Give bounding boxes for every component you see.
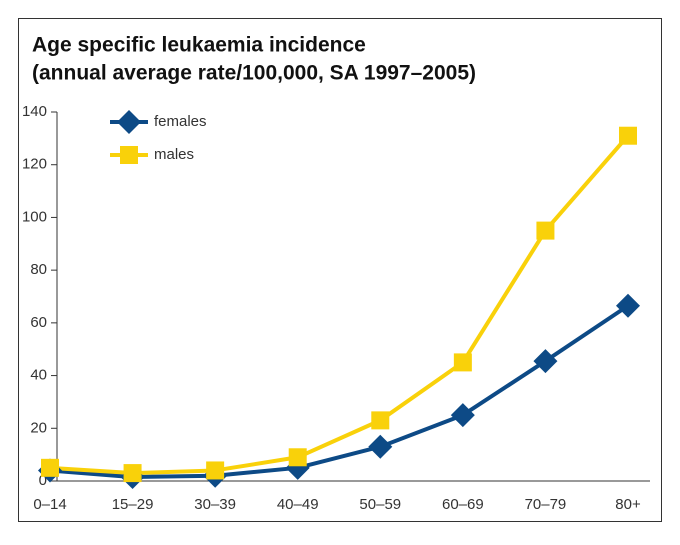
legend-label: females — [154, 113, 207, 130]
y-tick-label: 100 — [22, 208, 47, 225]
x-tick-label: 50–59 — [359, 496, 401, 513]
x-tick-label: 70–79 — [525, 496, 567, 513]
frame — [18, 18, 662, 522]
series-line — [49, 304, 630, 480]
chart-title: (annual average rate/100,000, SA 1997–20… — [32, 62, 476, 85]
y-tick-label: 20 — [30, 419, 47, 436]
y-tick-label: 80 — [30, 261, 47, 278]
data-point — [206, 461, 225, 480]
data-point — [450, 403, 475, 428]
legend-marker — [120, 146, 138, 164]
y-tick-label: 120 — [22, 156, 47, 173]
data-point — [368, 434, 393, 459]
series-line — [49, 134, 630, 476]
y-tick-label: 40 — [30, 367, 47, 384]
data-point — [123, 464, 142, 483]
data-point — [371, 411, 390, 430]
data-point — [619, 126, 637, 145]
x-tick-label: 0–14 — [33, 496, 66, 513]
x-tick-label: 80+ — [615, 496, 641, 513]
chart-title: Age specific leukaemia incidence — [32, 34, 366, 57]
legend-label: males — [154, 146, 194, 163]
x-tick-label: 15–29 — [112, 496, 154, 513]
data-point — [536, 221, 555, 240]
x-tick-label: 40–49 — [277, 496, 319, 513]
y-tick-label: 60 — [30, 314, 47, 331]
y-tick-label: 0 — [39, 472, 47, 489]
legend-marker — [117, 110, 141, 134]
data-point — [616, 293, 640, 318]
data-point — [41, 458, 59, 477]
data-point — [288, 448, 307, 467]
data-point — [453, 353, 472, 372]
x-tick-label: 60–69 — [442, 496, 484, 513]
x-tick-label: 30–39 — [194, 496, 236, 513]
y-tick-label: 140 — [22, 103, 47, 120]
data-point — [533, 349, 558, 374]
